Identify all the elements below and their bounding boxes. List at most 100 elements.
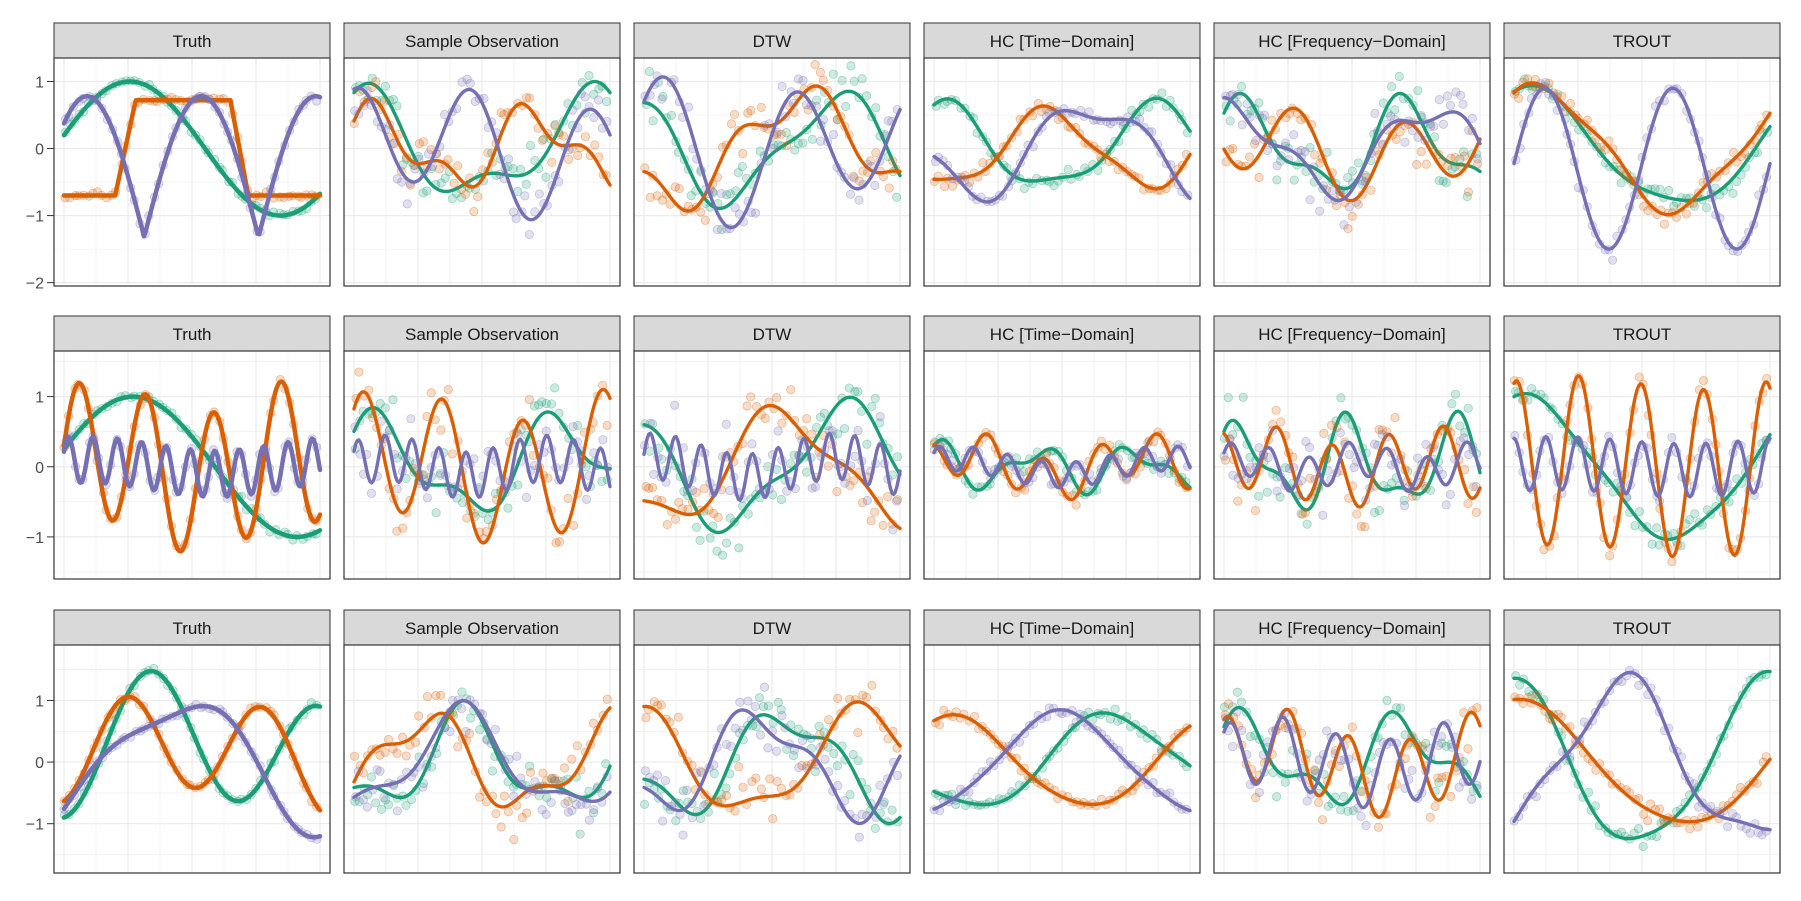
data-point	[790, 145, 800, 155]
data-point	[1395, 127, 1405, 137]
data-point	[1356, 521, 1366, 531]
data-point	[426, 751, 436, 761]
panel-border	[1503, 57, 1781, 287]
data-point	[1463, 187, 1474, 197]
data-point	[564, 154, 574, 164]
data-point	[1464, 450, 1474, 460]
data-point	[1225, 116, 1235, 126]
data-point	[1361, 820, 1371, 831]
data-point	[857, 497, 868, 508]
data-point	[1298, 509, 1308, 519]
data-point	[550, 383, 560, 393]
data-point	[768, 814, 778, 824]
data-point	[947, 181, 958, 191]
data-point	[815, 742, 825, 753]
data-point	[426, 388, 436, 398]
y-tick-label: 0	[35, 460, 44, 477]
series-line	[932, 713, 1192, 807]
data-point	[1413, 85, 1423, 96]
data-point	[850, 386, 860, 397]
data-point	[534, 189, 544, 199]
data-point	[1223, 392, 1233, 403]
data-point	[1463, 403, 1473, 413]
series-line	[932, 96, 1192, 183]
data-point	[1634, 372, 1644, 382]
gridlines	[1214, 58, 1490, 286]
data-point	[580, 92, 590, 102]
data-point	[750, 208, 761, 218]
facet-title: Truth	[172, 619, 211, 638]
data-point	[1344, 202, 1354, 212]
series-line	[352, 433, 612, 499]
data-point	[392, 806, 402, 816]
data-point	[747, 439, 757, 449]
data-point	[1280, 463, 1290, 473]
y-tick-label: −1	[26, 817, 44, 834]
data-point	[418, 782, 428, 792]
data-point	[777, 711, 787, 721]
data-point	[581, 494, 592, 504]
data-point	[1353, 199, 1363, 209]
data-point	[865, 156, 876, 166]
data-point	[670, 514, 681, 524]
data-point	[1143, 438, 1153, 448]
data-point	[857, 74, 867, 84]
data-point	[568, 520, 579, 531]
plot-area	[1509, 665, 1772, 852]
data-point	[1319, 428, 1329, 439]
data-point	[380, 747, 390, 758]
data-point	[1654, 496, 1665, 506]
data-point	[712, 546, 722, 556]
y-tick-label: −1	[26, 209, 44, 226]
facet-strip	[53, 609, 331, 646]
series-line	[642, 84, 902, 213]
data-point	[1685, 515, 1695, 525]
data-point	[798, 138, 808, 148]
series-line	[642, 395, 902, 535]
series-line	[61, 394, 323, 540]
data-point	[1267, 115, 1277, 125]
data-point	[870, 507, 880, 517]
data-point	[725, 189, 735, 199]
data-point	[379, 96, 389, 106]
data-point	[509, 791, 519, 801]
data-point	[771, 392, 782, 403]
series-line	[352, 86, 612, 222]
data-point	[571, 799, 581, 810]
series-line	[352, 387, 612, 545]
data-point	[1387, 81, 1397, 92]
data-point	[525, 761, 535, 771]
data-point	[584, 815, 595, 825]
data-point	[806, 733, 816, 743]
data-point	[1454, 782, 1464, 792]
data-point	[640, 766, 650, 776]
data-point	[867, 401, 877, 412]
data-point	[598, 435, 608, 445]
data-point	[662, 519, 672, 530]
data-point	[794, 762, 804, 773]
data-point	[349, 751, 360, 761]
data-point	[814, 721, 824, 731]
data-point	[1472, 703, 1482, 713]
data-point	[746, 105, 756, 116]
facet-panel: DTW	[633, 609, 911, 874]
series-line	[1512, 670, 1772, 832]
data-point	[1352, 509, 1362, 519]
data-point	[776, 494, 786, 505]
data-point	[503, 503, 513, 513]
data-point	[508, 164, 518, 174]
data-point	[691, 768, 701, 778]
data-point	[832, 761, 842, 771]
data-point	[469, 206, 479, 217]
data-point	[381, 795, 391, 805]
data-point	[449, 178, 459, 188]
data-point	[1425, 812, 1435, 822]
data-point	[657, 94, 667, 104]
data-point	[1223, 699, 1234, 709]
data-point	[1254, 110, 1265, 121]
data-point	[487, 766, 498, 776]
data-point	[1443, 160, 1453, 171]
series-line	[352, 79, 612, 194]
data-point	[781, 111, 791, 122]
data-point	[810, 767, 820, 777]
